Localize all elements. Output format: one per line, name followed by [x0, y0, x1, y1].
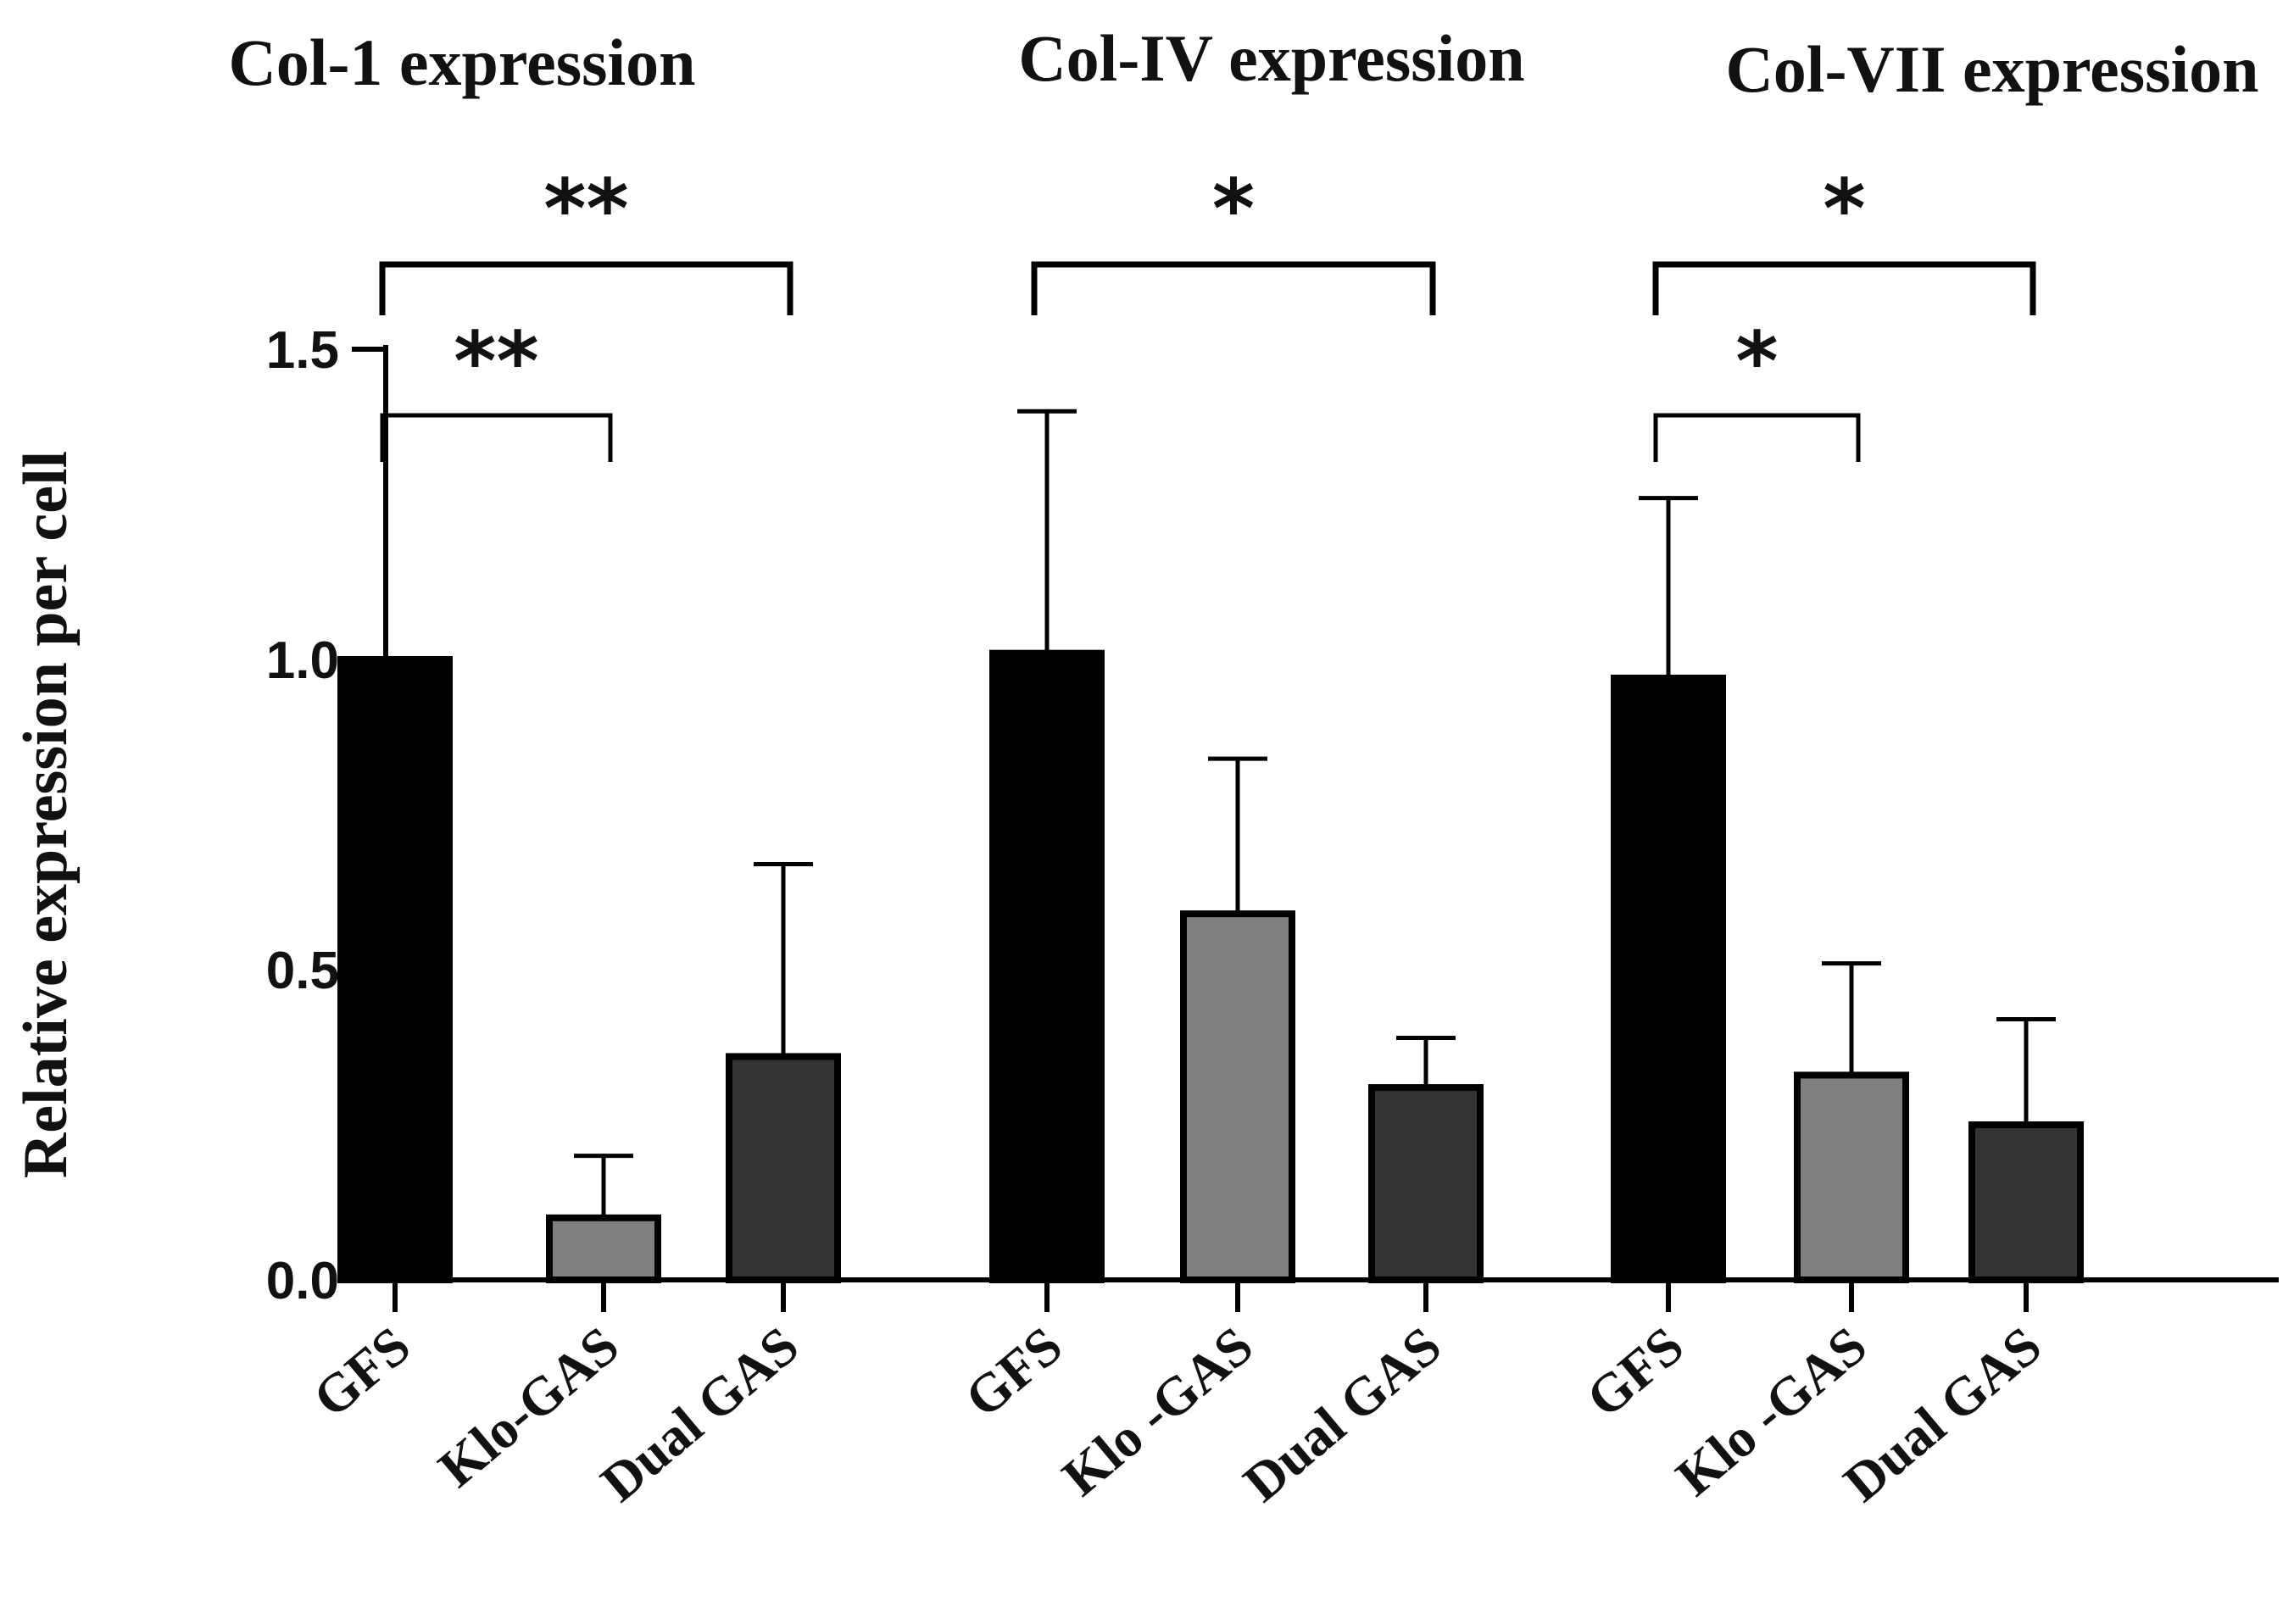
panel-title-2: Col-IV expression — [1018, 21, 1524, 95]
significance-label-2-1: * — [1212, 162, 1255, 257]
significance-label-3-1: * — [1823, 162, 1865, 257]
y-tick-label-3: 1.5 — [266, 321, 339, 380]
significance-label-3-2: * — [1735, 314, 1778, 409]
panel-title-3: Col-VII expression — [1725, 32, 2258, 106]
significance-bracket-1-2 — [380, 413, 613, 462]
bar-1-1 — [337, 656, 453, 1283]
bar-3-1 — [1611, 674, 1726, 1283]
x-tick-label-2-1: GFS — [954, 1315, 1073, 1428]
y-tick-label-1: 0.5 — [266, 942, 339, 1000]
x-tick-label-2-3: Dual GAS — [1232, 1315, 1452, 1513]
panel-title-1: Col-1 expression — [228, 25, 695, 99]
x-tick-label-1-3: Dual GAS — [589, 1315, 810, 1513]
y-axis-label: Relative expression per cell — [11, 451, 81, 1178]
x-tick-label-2-2: Klo -GAS — [1051, 1315, 1264, 1507]
y-tick-label-0: 0.0 — [266, 1252, 339, 1310]
bar-3-2 — [1794, 1071, 1909, 1283]
bar-1-2 — [546, 1214, 661, 1284]
significance-bracket-3-1 — [1652, 261, 2036, 315]
x-tick-label-3-1: GFS — [1575, 1315, 1695, 1428]
significance-bracket-3-2 — [1653, 413, 1861, 462]
significance-label-1-2: ** — [454, 314, 538, 409]
x-tick-label-1-1: GFS — [302, 1315, 421, 1428]
bar-3-3 — [1968, 1121, 2084, 1283]
significance-label-1-1: ** — [543, 162, 628, 257]
bar-2-3 — [1368, 1084, 1484, 1283]
y-tick-label-2: 1.0 — [266, 631, 339, 690]
x-tick-label-3-3: Dual GAS — [1832, 1315, 2052, 1513]
bar-1-3 — [726, 1053, 841, 1283]
significance-bracket-1-1 — [379, 261, 793, 315]
bar-2-1 — [989, 649, 1105, 1283]
bar-2-2 — [1180, 910, 1295, 1283]
significance-bracket-2-1 — [1031, 261, 1436, 315]
